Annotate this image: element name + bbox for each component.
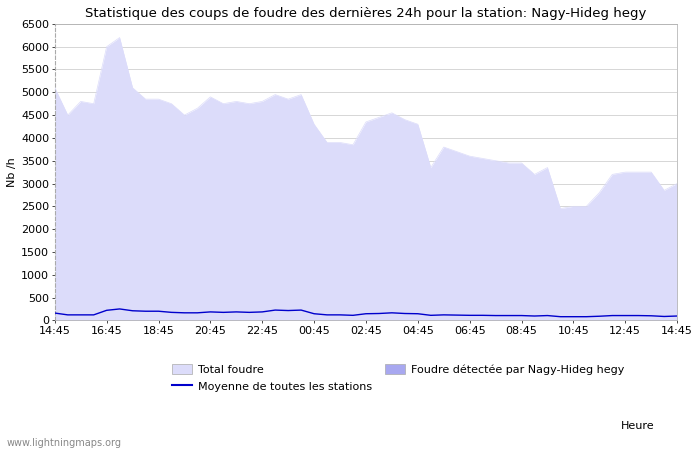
Title: Statistique des coups de foudre des dernières 24h pour la station: Nagy-Hideg he: Statistique des coups de foudre des dern… [85,7,647,20]
Text: Heure: Heure [621,421,654,431]
Text: www.lightningmaps.org: www.lightningmaps.org [7,438,122,448]
Y-axis label: Nb /h: Nb /h [7,157,17,187]
Legend: Total foudre, Moyenne de toutes les stations, Foudre détectée par Nagy-Hideg heg: Total foudre, Moyenne de toutes les stat… [172,364,624,392]
